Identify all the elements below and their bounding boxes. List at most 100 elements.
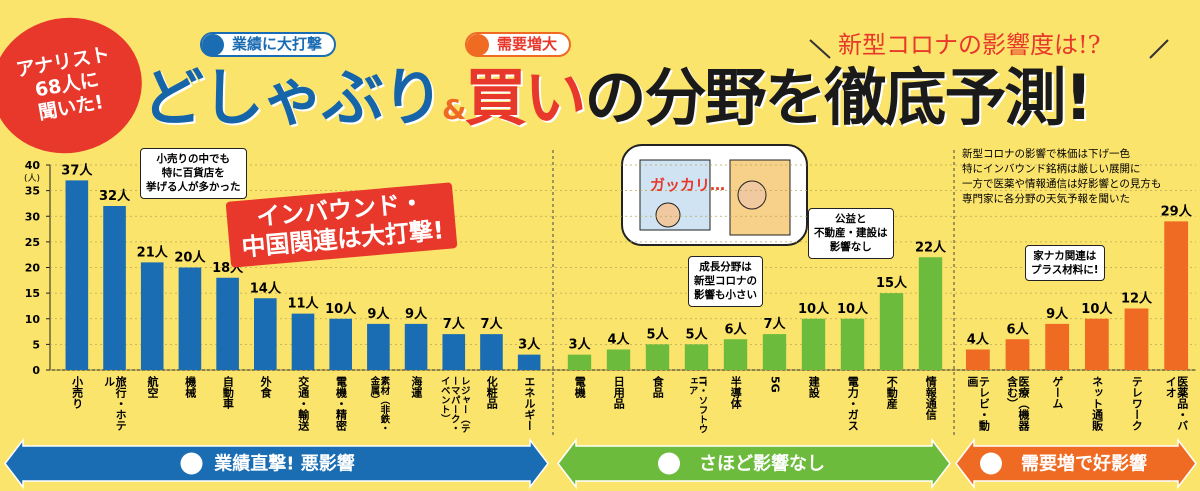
y-tick-label: 40 [25,159,41,172]
x-tick-label: 交通・輸送 [296,376,310,431]
value-label: 29人 [1161,203,1193,219]
bar [404,323,428,370]
value-label: 3人 [568,337,591,353]
annotation: 小売りの中でも 特に百貨店を 挙げる人が多かった [140,148,247,199]
kicker-icon [467,34,489,56]
value-label: 7人 [480,316,503,332]
value-label: 6人 [724,321,747,337]
y-tick-label: 0 [32,364,40,377]
x-tick-label: テレワーク [1130,376,1144,431]
bar [965,349,990,370]
bar [762,334,787,370]
bar [567,354,592,370]
annotation-line: 特に百貨店を [161,167,225,180]
x-tick-label: 電機 [573,376,587,398]
bar [840,318,865,370]
title-part: の分野を徹底予測! [584,61,1092,134]
illustration [621,144,808,246]
value-label: 32人 [99,188,131,204]
y-tick-label: 35 [25,185,40,198]
value-label: 4人 [967,332,990,348]
x-tick-label: 化粧品 [485,376,499,409]
title-part: 買い [464,61,586,134]
value-label: 5人 [646,326,669,342]
bar [1124,308,1149,370]
bar [103,206,126,370]
bar [1005,339,1030,370]
bar [879,293,904,370]
annotation: 公益と 不動産・建設は 影響なし [808,208,894,259]
bar [442,334,466,370]
x-tick-label: 情報通信 [924,376,938,420]
group-label: 需要増で好影響 [1021,453,1147,475]
x-tick-label: 建設 [807,376,821,398]
value-label: 9人 [1046,306,1069,322]
value-label: 7人 [443,316,466,332]
bar [517,354,541,370]
annotation: 成長分野は 新型コロナの 影響も小さい [688,256,763,307]
x-tick-label: テレビ・動画 [965,376,991,431]
x-tick-label: 半導体 [729,376,743,409]
bar [684,344,709,370]
description-line: 新型コロナの影響で株価は下げ一色 [962,148,1130,160]
description-line: 専門家に各分野の天気予報を聞いた [962,193,1130,205]
bar [140,262,164,370]
y-tick-label: 5 [32,338,40,351]
value-label: 10人 [837,301,869,317]
value-label: 10人 [798,301,830,317]
annotation-line: 影響なし [829,241,872,254]
bar [606,349,631,370]
value-label: 5人 [685,326,708,342]
x-tick-label: 小売り [70,376,84,409]
x-tick-label: 日用品 [612,376,626,409]
bar [645,344,670,370]
x-tick-label: 旅行・ホテル [102,376,128,431]
annotation-line: 挙げる人が多かった [146,181,241,194]
y-tick-label: 30 [25,210,41,223]
annotation: 家ナカ関連は プラス材料に! [1025,245,1105,282]
bar [918,257,943,370]
group-label: 業績直撃! 悪影響 [213,453,354,475]
bar [801,318,826,370]
x-tick-label: 航空 [145,376,159,398]
x-tick-label: 電機・精密 [334,376,348,431]
annotation-line: プラス材料に! [1031,264,1099,277]
x-tick-label: 海運 [409,376,423,398]
value-label: 11人 [287,296,319,312]
bar [329,318,352,370]
annotation-line: 新型コロナの [694,275,757,288]
value-label: 14人 [250,280,282,296]
x-tick-label: 5G [768,376,782,393]
x-tick-label: 素材（非鉄・金属） [368,376,390,433]
x-tick-label: 自動車 [221,376,235,409]
value-label: 10人 [325,301,357,317]
annotation-line: 公益と [835,213,867,225]
value-label: 37人 [61,162,93,178]
deco-slash [809,39,831,59]
group-icon [658,452,680,475]
x-tick-label: エネルギー [522,376,536,431]
x-tick-label: 電力・ガス [846,376,860,431]
y-tick-label: 20 [25,262,41,275]
bar [216,277,239,370]
x-tick-label: 機械 [183,376,197,398]
illustration-text: ガッカリ… [650,176,725,194]
value-label: 3人 [518,337,541,353]
x-tick-label: 食品 [651,376,665,398]
x-tick-label: 外食 [259,376,273,398]
title-part: どしゃぶり [142,61,444,134]
bar [723,339,748,370]
bar [65,180,89,370]
x-tick-label: ゲーム [1050,376,1064,409]
y-unit: (人) [24,173,40,184]
bar [254,298,277,370]
title-part: & [442,93,466,126]
title: どしゃぶり&買いの分野を徹底予測! [142,61,1093,134]
x-tick-label: レジャー（テーマパーク・イベント） [438,376,470,433]
bar [1084,318,1109,370]
bar [178,267,202,370]
value-label: 15人 [876,275,908,291]
kicker: 業績に大打撃 [200,32,337,58]
